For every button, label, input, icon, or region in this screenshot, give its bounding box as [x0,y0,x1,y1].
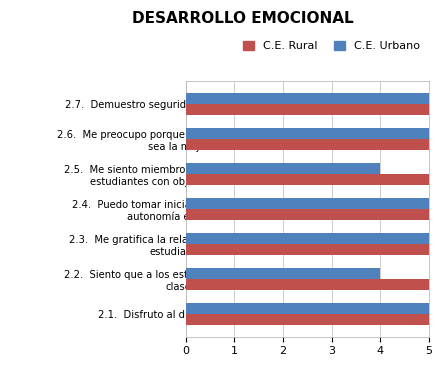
Text: DESARROLLO EMOCIONAL: DESARROLLO EMOCIONAL [132,11,354,26]
Bar [186,314,429,325]
Bar [186,233,429,244]
Bar [186,163,380,174]
Bar [186,104,429,115]
Bar [186,209,429,220]
Legend: C.E. Rural, C.E. Urbano: C.E. Rural, C.E. Urbano [243,41,420,51]
Bar [186,174,429,185]
Bar [186,198,429,209]
Bar [186,279,429,290]
Bar [186,244,429,255]
Bar [186,93,429,104]
Bar [186,303,429,314]
Bar [186,268,380,279]
Bar [186,139,429,150]
Bar [186,128,429,139]
